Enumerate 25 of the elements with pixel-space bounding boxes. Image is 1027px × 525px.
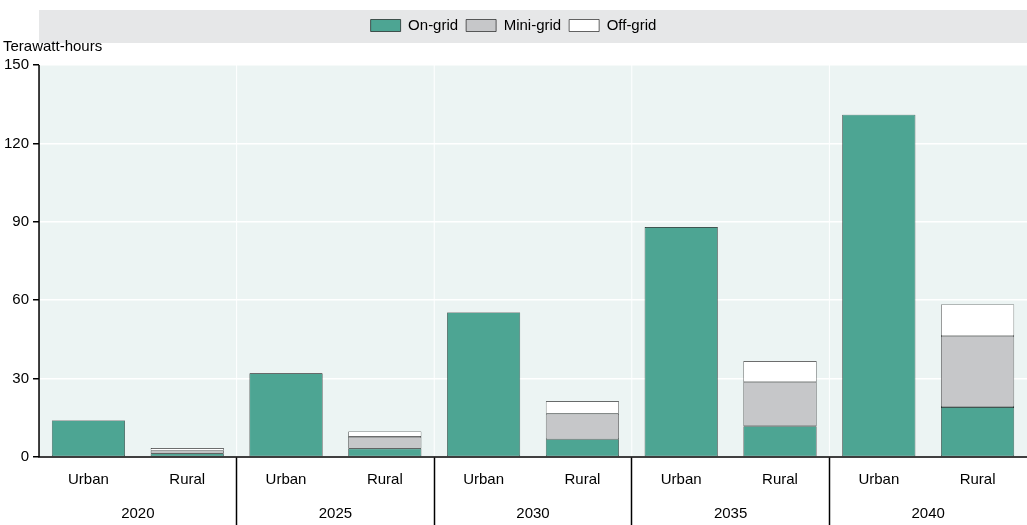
- x-tick-label: Urban: [68, 470, 109, 488]
- legend-label: Mini-grid: [503, 15, 562, 33]
- y-tick-label: 30: [12, 368, 30, 386]
- x-tick-label: Urban: [265, 470, 307, 488]
- x-tick-label: Rural: [762, 470, 798, 488]
- y-tick-label: 120: [4, 133, 30, 151]
- x-tick-label: Rural: [169, 470, 206, 488]
- y-tick-label: 0: [20, 447, 30, 465]
- legend-label: Off-grid: [606, 15, 657, 33]
- legend-label: On-grid: [408, 15, 459, 33]
- x-tick-label: Rural: [564, 470, 601, 488]
- text: 2025: [318, 504, 353, 522]
- y-axis-title: Terawatt-hours: [3, 37, 103, 55]
- y-tick-label: 60: [12, 290, 30, 308]
- x-tick-label: Rural: [959, 470, 996, 488]
- text: 2035: [713, 504, 748, 522]
- text: 2030: [516, 504, 550, 522]
- x-tick-label: Rural: [366, 470, 403, 488]
- x-tick-label: Urban: [858, 470, 900, 488]
- y-tick-label: 90: [12, 211, 30, 229]
- x-tick-label: Urban: [660, 470, 702, 488]
- text: 2020: [121, 504, 155, 522]
- x-tick-label: Urban: [463, 470, 505, 488]
- y-tick-label: 150: [4, 55, 30, 73]
- text: 2040: [911, 504, 945, 522]
